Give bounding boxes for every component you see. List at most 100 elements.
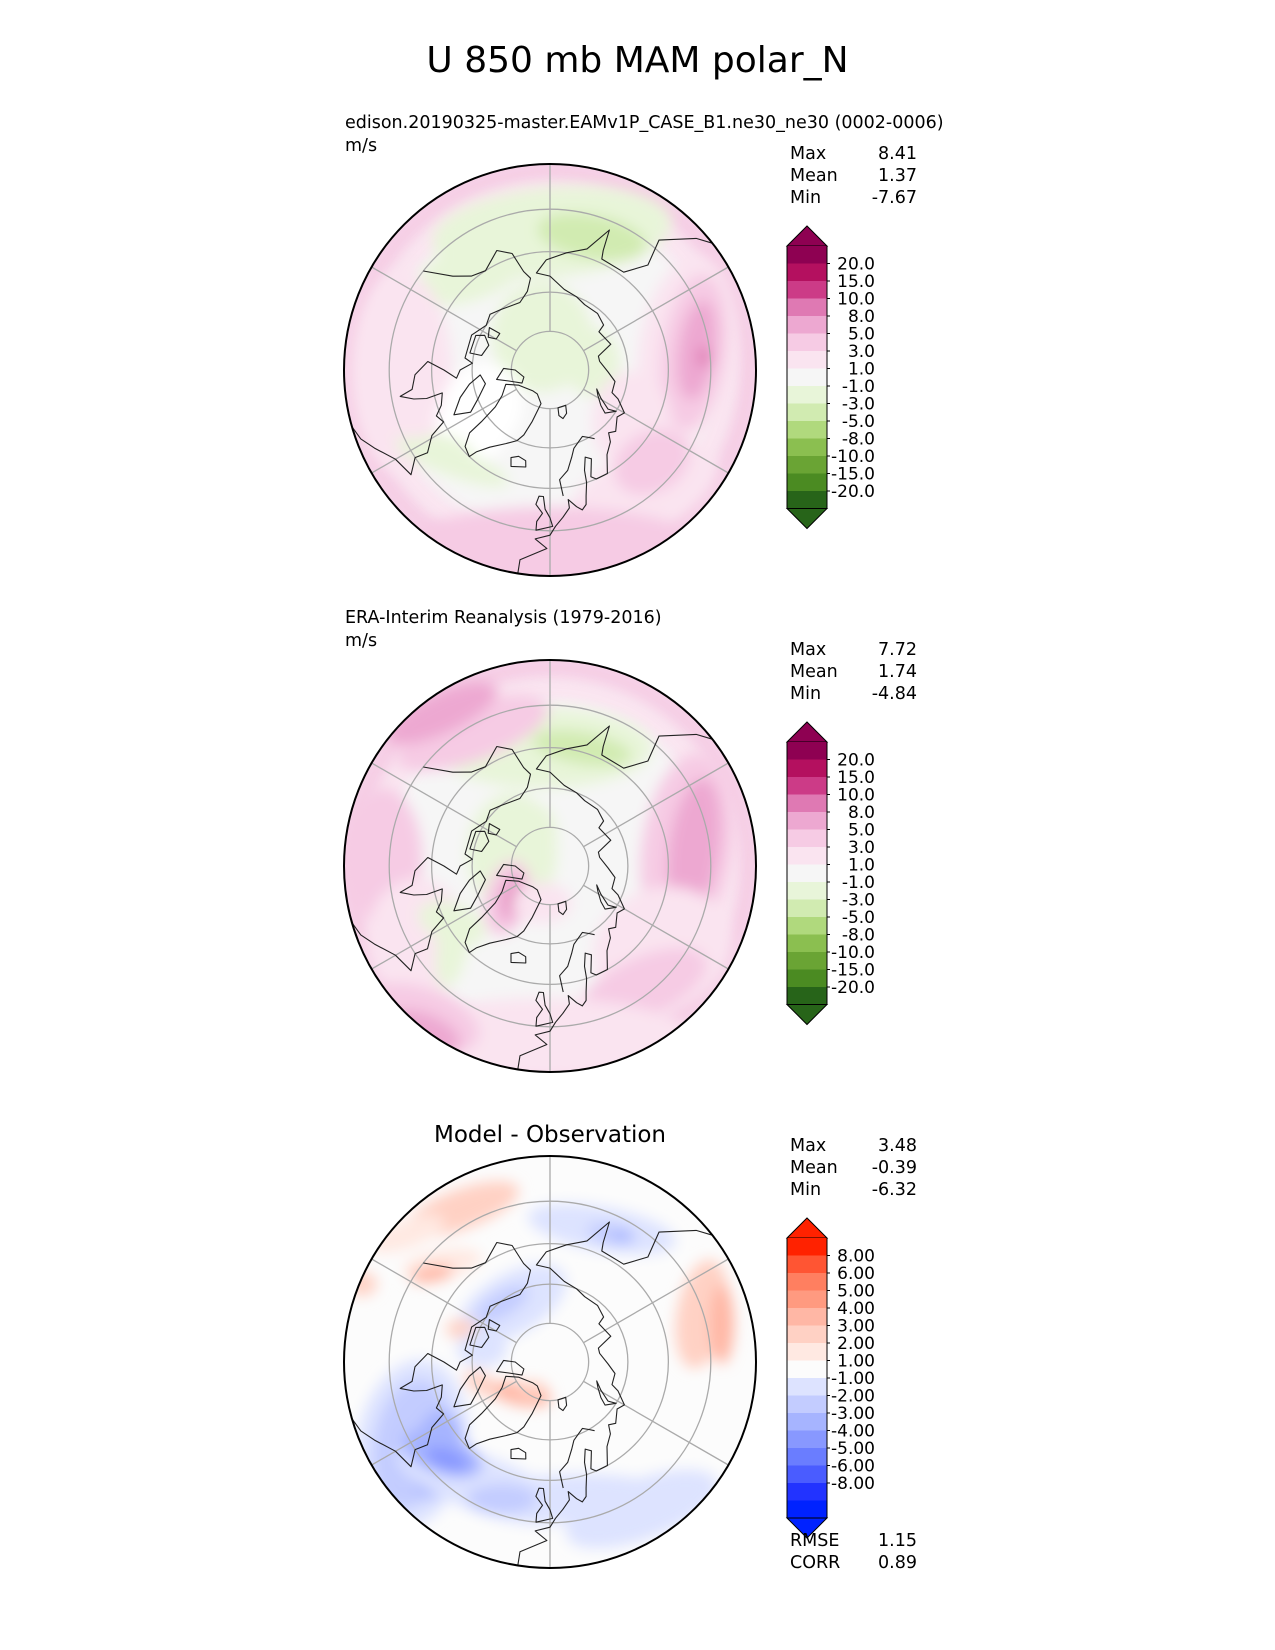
stat-value: 3.48 [878, 1136, 917, 1156]
field-patch [698, 347, 710, 367]
colorbar-tick-label: -1.0 [842, 377, 875, 397]
colorbar-swatch [787, 438, 827, 457]
colorbar-swatch [787, 1255, 827, 1274]
stat-value: -0.39 [871, 1158, 917, 1178]
colorbar-swatch [787, 473, 827, 492]
meridian-line [583, 266, 729, 352]
coastline-eurasia [517, 771, 625, 1070]
field-patches [352, 185, 737, 576]
coastline-scandinavia [559, 931, 595, 993]
meridian-line [371, 1258, 517, 1344]
colorbar-tick-label: 8.0 [848, 307, 875, 327]
panel-1-polar-map [343, 163, 757, 577]
colorbar-swatch [787, 333, 827, 352]
stat-label: Mean [790, 662, 838, 682]
colorbar-swatch [787, 1448, 827, 1466]
graticule [371, 164, 729, 576]
colorbar-swatch [787, 351, 827, 369]
colorbar-swatch [787, 1238, 827, 1256]
colorbar-tick-label: -1.0 [842, 873, 875, 893]
colorbar-tick-label: -1.00 [831, 1369, 875, 1389]
colorbar-swatch [787, 386, 827, 404]
map-boundary [343, 659, 757, 1073]
colorbar-tick-label: 10.0 [837, 290, 875, 310]
colorbar-tick-label: -20.0 [831, 482, 875, 502]
field-patch [386, 681, 498, 745]
colorbar-swatch [787, 246, 827, 264]
colorbar-tick-label: -6.00 [831, 1457, 875, 1477]
colorbar-swatch [787, 882, 827, 900]
panel-3-title: Model - Observation [433, 1122, 667, 1148]
field-patch [457, 1331, 507, 1367]
panel-3-colorbar: 8.006.005.004.003.002.001.00-1.00-2.00-3… [785, 1217, 875, 1539]
field-patch [564, 328, 620, 396]
stat-value: 8.41 [878, 144, 917, 164]
colorbar-tick-label: 3.0 [848, 342, 875, 362]
colorbar-swatch [787, 1500, 827, 1519]
coastline-banks [487, 823, 501, 836]
colorbar-tick-label: -8.0 [842, 926, 875, 946]
coastline-greenland [464, 1375, 542, 1450]
meridian-line [371, 266, 517, 352]
coastline-scandinavia [559, 1427, 595, 1489]
colorbar-tick-label: -5.0 [842, 908, 875, 928]
colorbar-tick-label: 5.0 [848, 821, 875, 841]
panel-2-stat-mean: Mean 1.74 [790, 662, 917, 684]
field-patch [414, 238, 530, 306]
field-patch [512, 883, 572, 923]
colorbar-swatch [787, 847, 827, 865]
panel-3-stat-min: Min -6.32 [790, 1180, 917, 1202]
stat-label: Max [790, 1136, 827, 1156]
coastline-scandinavia [559, 435, 595, 497]
panel-2-title: ERA-Interim Reanalysis (1979-2016) [345, 608, 662, 628]
coastline-svalbard [557, 404, 568, 420]
colorbar-swatch [787, 777, 827, 795]
colorbar-swatch [787, 1273, 827, 1291]
meridian-line [583, 762, 729, 848]
coastline-baffin [453, 1366, 486, 1408]
stat-label: Mean [790, 166, 838, 186]
field-patch [352, 272, 452, 472]
panel-2-stat-min: Min -4.84 [790, 684, 917, 706]
colorbar-swatch [787, 281, 827, 299]
colorbar-tick-label: 1.00 [837, 1352, 875, 1372]
metric-label: RMSE [790, 1531, 840, 1551]
colorbar-swatch [787, 368, 827, 387]
stat-label: Min [790, 188, 822, 208]
colorbar-swatch [787, 987, 827, 1005]
colorbar-swatches [785, 1217, 829, 1539]
colorbar-swatches [785, 721, 829, 1026]
field-patch [614, 429, 690, 495]
colorbar-swatch [787, 899, 827, 918]
colorbar-tick-label: -8.0 [842, 430, 875, 450]
stat-value: -7.67 [871, 188, 917, 208]
colorbar-tick-label: -10.0 [831, 943, 875, 963]
colorbar-swatch [787, 403, 827, 422]
field-patch [396, 695, 548, 771]
stat-label: Min [790, 1180, 822, 1200]
colorbar-swatch [787, 298, 827, 317]
colorbar-swatch [787, 421, 827, 439]
coastline-eurasia [517, 1267, 625, 1566]
colorbar-swatch [787, 316, 827, 334]
colorbar-tick-label: 5.00 [837, 1282, 875, 1302]
colorbar-swatch [787, 917, 827, 935]
colorbar-tick-label: 4.00 [837, 1299, 875, 1319]
coastline-ellesmere [496, 367, 525, 384]
colorbar-swatch [787, 1465, 827, 1484]
panel-3-polar-map [343, 1155, 757, 1569]
field-patch [532, 730, 632, 766]
colorbar-tick-label: -5.0 [842, 412, 875, 432]
map-boundary [343, 163, 757, 577]
colorbar-tick-label: 3.00 [837, 1317, 875, 1337]
stat-value: -6.32 [871, 1180, 917, 1200]
colorbar-swatch [787, 263, 827, 282]
colorbar-tick-label: 8.00 [837, 1247, 875, 1267]
field-patch [677, 300, 717, 400]
stat-value: -4.84 [871, 684, 917, 704]
coastline-eurasiaEast [535, 725, 713, 773]
coastline-iceland [510, 455, 527, 468]
panel-2-units: m/s [345, 631, 378, 651]
colorbar-extend-min [785, 1517, 829, 1539]
coastline-ellesmere [496, 1359, 525, 1376]
